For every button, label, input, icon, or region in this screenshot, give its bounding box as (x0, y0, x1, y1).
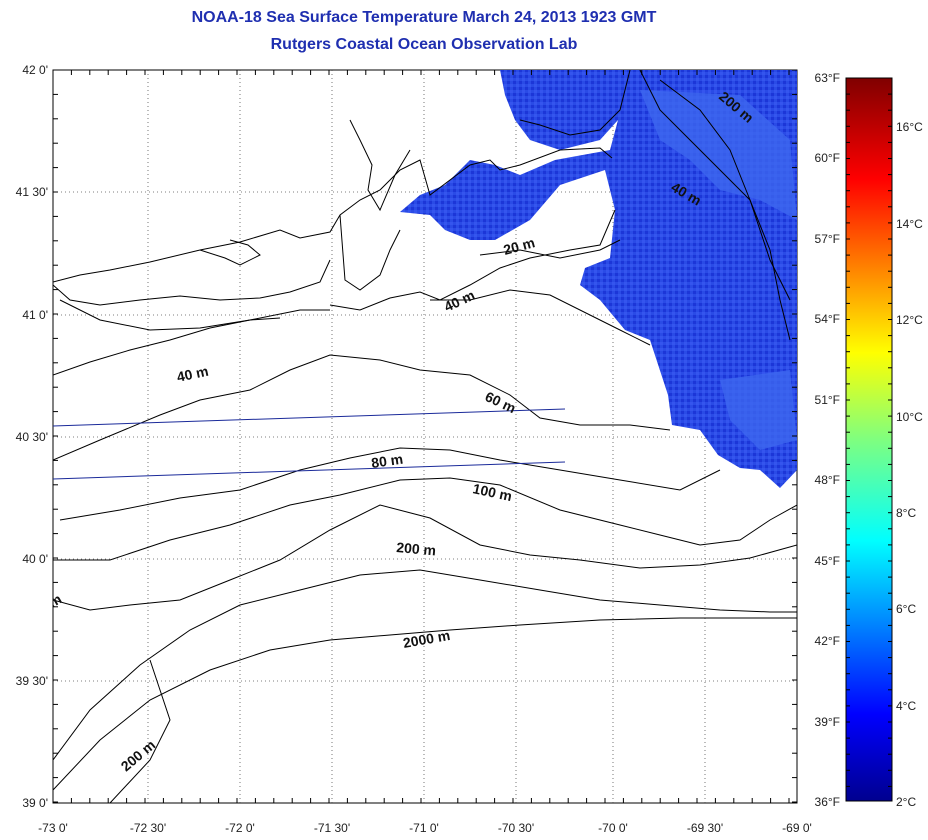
fahrenheit-tick-label: 54°F (815, 312, 840, 326)
celsius-tick-label: 2°C (896, 795, 916, 809)
fahrenheit-tick-label: 42°F (815, 634, 840, 648)
lon-tick-label: -70 0' (598, 821, 628, 835)
lat-tick-label: 39 0' (22, 796, 48, 810)
lat-tick-label: 40 0' (22, 552, 48, 566)
lat-tick-label: 42 0' (22, 63, 48, 77)
celsius-tick-label: 6°C (896, 602, 916, 616)
contour-label-partial: m (46, 591, 65, 611)
colorbar-gradient (845, 77, 893, 802)
sst-data-region (400, 70, 797, 488)
fahrenheit-tick-label: 63°F (815, 71, 840, 85)
celsius-tick-label: 4°C (896, 699, 916, 713)
fahrenheit-tick-label: 48°F (815, 473, 840, 487)
fahrenheit-tick-label: 51°F (815, 393, 840, 407)
fahrenheit-tick-label: 45°F (815, 554, 840, 568)
latitude-axis: 42 0' 41 30' 41 0' 40 30' 40 0' 39 30' 3… (16, 63, 48, 810)
celsius-tick-label: 8°C (896, 506, 916, 520)
temperature-colorbar: 63°F 60°F 57°F 54°F 51°F 48°F 45°F 42°F … (815, 71, 924, 809)
map-subtitle: Rutgers Coastal Ocean Observation Lab (270, 36, 578, 53)
fahrenheit-tick-label: 36°F (815, 795, 840, 809)
frame-ticks (52, 69, 797, 803)
lon-tick-label: -69 0' (782, 821, 812, 835)
lat-tick-label: 41 30' (16, 185, 48, 199)
longitude-axis: -73 0' -72 30' -72 0' -71 30' -71 0' -70… (38, 821, 812, 835)
contour-label-80m: 80 m (370, 451, 404, 471)
contour-label-200m-center: 200 m (396, 539, 437, 558)
lon-tick-label: -73 0' (38, 821, 68, 835)
lon-tick-label: -72 30' (130, 821, 166, 835)
fahrenheit-tick-label: 60°F (815, 151, 840, 165)
celsius-tick-label: 12°C (896, 313, 923, 327)
celsius-tick-label: 14°C (896, 217, 923, 231)
fahrenheit-tick-label: 57°F (815, 232, 840, 246)
lat-tick-label: 39 30' (16, 674, 48, 688)
celsius-tick-label: 16°C (896, 120, 923, 134)
transect-lines (53, 408, 566, 480)
coastline (53, 70, 791, 341)
lon-tick-label: -69 30' (687, 821, 723, 835)
celsius-tick-label: 10°C (896, 410, 923, 424)
contour-label-40m-west: 40 m (175, 363, 210, 385)
lon-tick-label: -71 30' (314, 821, 350, 835)
bathymetry-contours (53, 79, 797, 803)
lon-tick-label: -70 30' (498, 821, 534, 835)
lat-tick-label: 41 0' (22, 308, 48, 322)
fahrenheit-tick-label: 39°F (815, 715, 840, 729)
map-title: NOAA-18 Sea Surface Temperature March 24… (191, 9, 657, 26)
lon-tick-label: -71 0' (409, 821, 439, 835)
contour-label-20m: 20 m (502, 234, 537, 258)
lon-tick-label: -72 0' (225, 821, 255, 835)
lat-tick-label: 40 30' (16, 430, 48, 444)
